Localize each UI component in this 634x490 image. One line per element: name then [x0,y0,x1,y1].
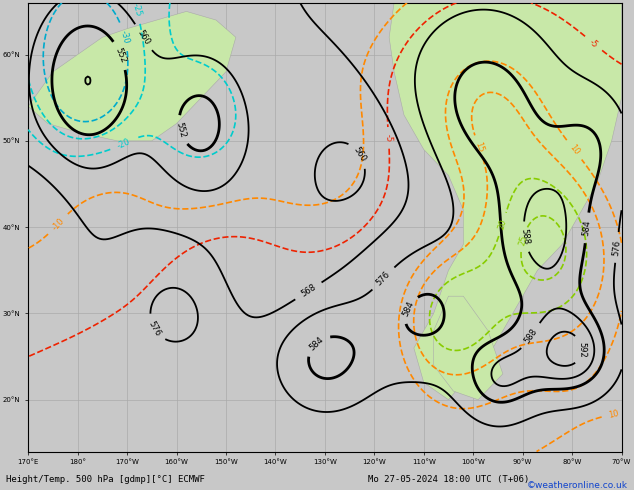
Text: -20: -20 [115,137,131,151]
Text: -10: -10 [50,216,66,232]
Text: 592: 592 [577,342,586,357]
Text: 568: 568 [299,283,318,299]
Text: -5: -5 [384,133,393,142]
Text: 20: 20 [496,218,508,231]
Text: 584: 584 [581,220,592,236]
Text: 588: 588 [523,327,540,345]
Text: Mo 27-05-2024 18:00 UTC (T+06): Mo 27-05-2024 18:00 UTC (T+06) [368,475,529,484]
Text: 576: 576 [146,319,162,338]
Text: 10: 10 [567,143,581,157]
Text: 576: 576 [375,270,392,288]
Text: Height/Temp. 500 hPa [gdmp][°C] ECMWF: Height/Temp. 500 hPa [gdmp][°C] ECMWF [6,475,205,484]
Text: 560: 560 [352,145,368,164]
Text: 560: 560 [135,28,152,47]
Text: 584: 584 [401,300,415,318]
Text: -30: -30 [119,29,131,45]
Text: 10: 10 [607,409,620,419]
Text: 552: 552 [113,47,128,64]
Text: 15: 15 [473,141,485,153]
Text: -25: -25 [131,2,143,18]
Text: 576: 576 [612,239,622,256]
Text: -5: -5 [588,37,600,49]
Text: ©weatheronline.co.uk: ©weatheronline.co.uk [527,481,628,490]
Text: 588: 588 [519,228,530,245]
Text: 552: 552 [174,122,187,139]
Text: 25: 25 [517,234,528,246]
Text: 584: 584 [307,335,325,352]
